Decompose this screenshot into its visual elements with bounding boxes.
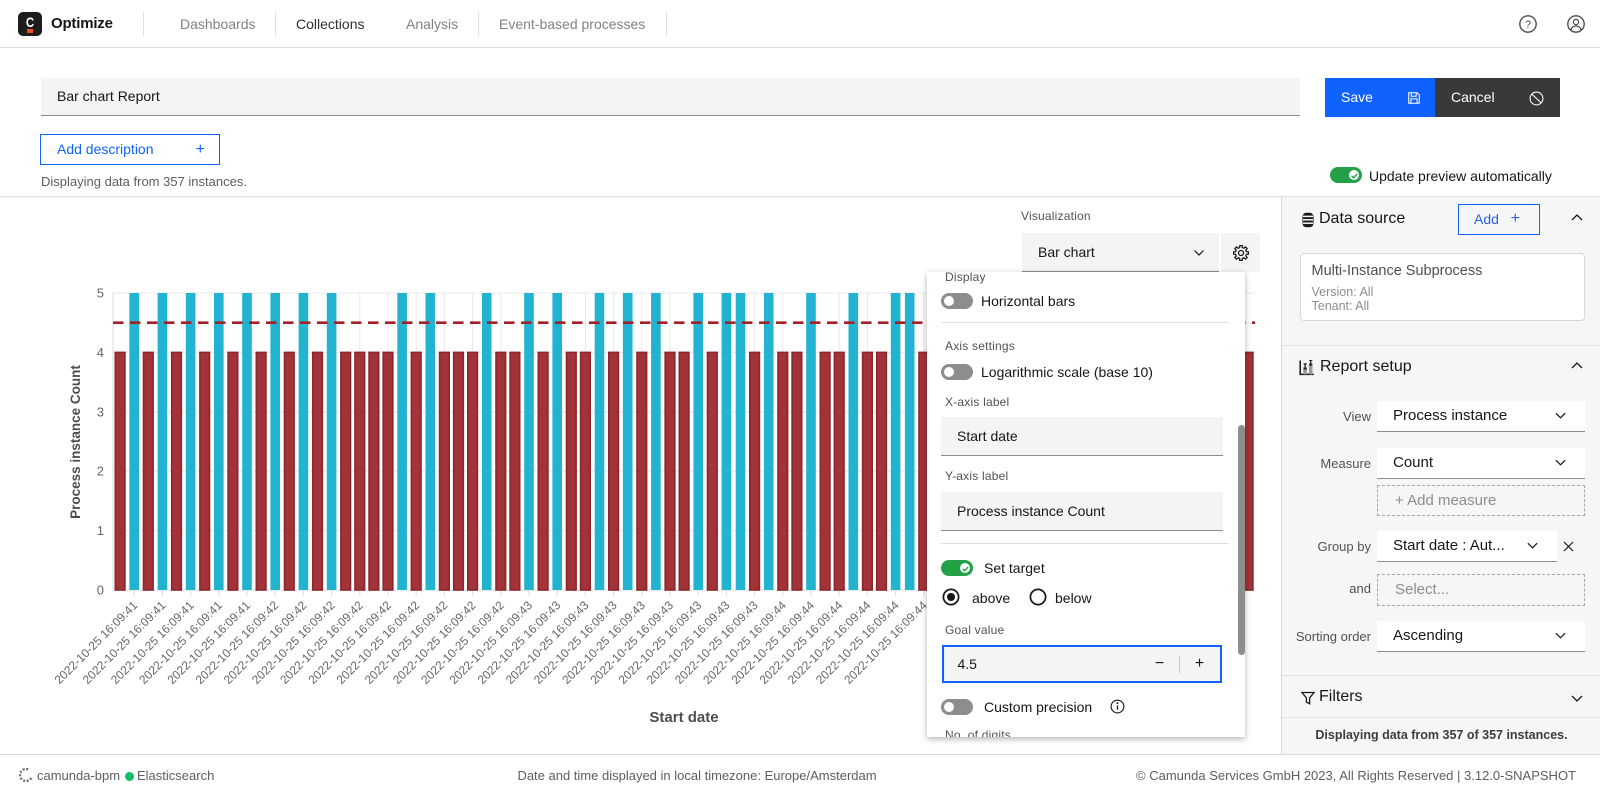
svg-text:0: 0 [97, 583, 104, 598]
svg-text:Process instance Count: Process instance Count [68, 365, 83, 519]
svg-text:1: 1 [97, 523, 104, 538]
svg-text:4: 4 [97, 345, 104, 360]
svg-text:3: 3 [97, 404, 104, 419]
svg-text:5: 5 [97, 286, 104, 301]
svg-text:?: ? [1525, 19, 1531, 31]
svg-text:Start date: Start date [649, 709, 718, 726]
svg-text:2: 2 [97, 464, 104, 479]
